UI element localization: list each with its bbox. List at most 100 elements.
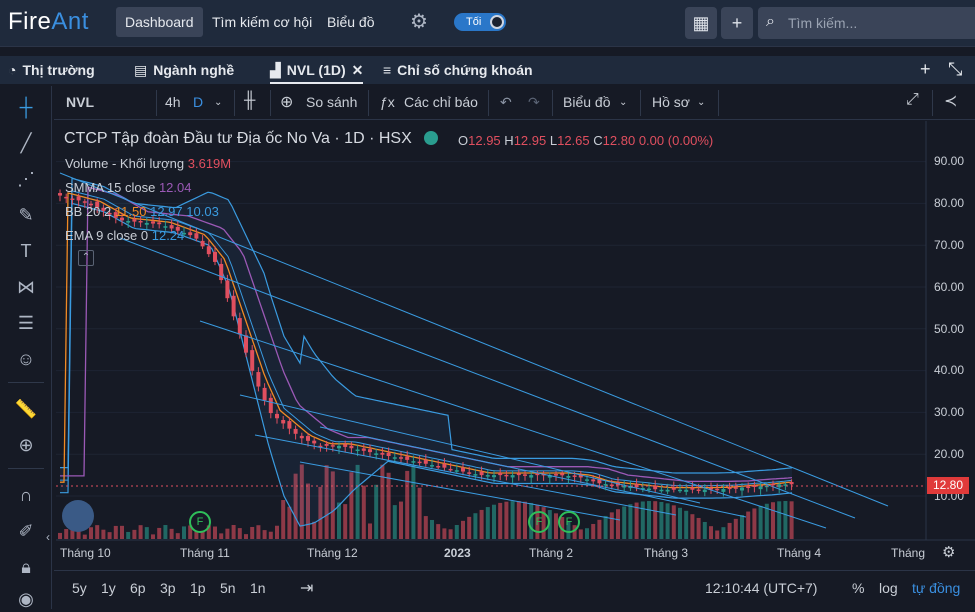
range-5y[interactable]: 5y [72,580,87,596]
tab-market[interactable]: ◔ Thị trường [8,56,95,84]
volume-bar [268,531,273,539]
pencil-lock-icon[interactable]: ✐ [18,521,34,541]
candle-type-icon[interactable]: ╫ [244,92,256,109]
range-1p[interactable]: 1p [190,580,206,596]
range-6p[interactable]: 6p [130,580,146,596]
trend-line-icon[interactable]: ╱ [20,133,32,153]
candle-body [628,486,633,489]
nav-dashboard[interactable]: Dashboard [116,7,203,37]
sidebar-collapse-icon[interactable]: ‹ [46,530,50,544]
share-icon[interactable]: ≺ [944,93,958,110]
volume-bar [349,472,354,539]
gear-icon[interactable]: ⚙ [410,11,428,33]
search-box[interactable]: ⌕ Tìm kiếm... [758,7,975,39]
timeframe-4h[interactable]: 4h [165,94,181,110]
compare-button[interactable]: So sánh [306,94,358,110]
volume-bar [771,502,775,539]
tab-industry[interactable]: ▤ Ngành nghề [134,56,234,84]
candle-body [318,445,323,448]
nav-charts[interactable]: Biểu đồ [327,14,375,30]
fireant-logo[interactable]: FireAnt [8,8,89,35]
candle-body [144,222,149,225]
financial-event-marker[interactable]: F [558,511,580,533]
lock-icon[interactable]: 🔒︎ [21,557,31,577]
add-icon[interactable]: + [721,7,753,39]
grid-layout-icon[interactable]: ▦ [685,7,717,39]
pattern-icon[interactable]: ⋈ [17,277,35,297]
volume-bar [330,471,335,539]
timeframe-d[interactable]: D [193,94,204,110]
volume-bar [758,505,763,539]
volume-bar [721,527,726,539]
fullscreen-icon[interactable]: ⤢ [906,91,919,108]
range-1n[interactable]: 1n [250,580,266,596]
list-icon: ▤ [134,62,148,78]
divider [156,90,157,116]
cloud-logo-icon[interactable] [62,500,94,532]
volume-bar [498,502,503,539]
ema-value: 12.24 [151,228,185,243]
search-icon: ⌕ [766,13,775,30]
candle-body [89,203,93,206]
percent-toggle[interactable]: % [852,580,865,596]
text-icon[interactable]: T [20,241,32,261]
emoji-icon[interactable]: ☺ [16,349,36,369]
range-3p[interactable]: 3p [160,580,176,596]
price-tick: 40.00 [934,363,965,377]
indicators-button[interactable]: Các chỉ báo [404,94,478,110]
tab-nvl[interactable]: ▟ NVL (1D) ✕ [270,56,364,84]
chevron-down-icon[interactable]: ⌄ [214,97,223,108]
financial-event-marker[interactable]: F [528,511,550,533]
redo-icon[interactable]: ↷ [528,94,540,110]
divider [718,90,719,116]
range-1y[interactable]: 1y [101,580,116,596]
candle-body [70,198,75,201]
divider [8,468,44,469]
divider [932,90,933,116]
candle-body [95,201,100,208]
brush-icon[interactable]: ✎ [18,205,34,225]
search-placeholder: Tìm kiếm... [788,15,858,31]
tab-indices[interactable]: ≡ Chỉ số chứng khoán [383,56,533,84]
auto-scale-toggle[interactable]: tự đồng [912,580,961,596]
candle-body [299,435,304,439]
chart-settings-icon[interactable]: ⚙ [942,544,956,561]
profile-button[interactable]: Hồ sơ [652,94,690,110]
theme-toggle[interactable]: Tối [454,13,506,31]
fork-icon[interactable]: ⋰ [17,169,35,189]
volume-bar [752,508,757,539]
volume-bar [355,464,360,539]
plus-circle-icon[interactable]: ⊕ [280,94,294,111]
high-label: H [504,133,514,148]
eye-icon[interactable]: ◉ [18,589,34,609]
volume-bar [343,504,348,539]
magnet-icon[interactable]: ∩ [19,485,33,505]
chevron-down-icon: ⌄ [697,97,706,108]
zoom-in-icon[interactable]: ⊕ [18,435,34,455]
candle-body [374,453,379,455]
chart-type-button[interactable]: Biểu đồ [563,94,611,110]
undo-icon[interactable]: ↶ [500,94,512,110]
candle-body [566,475,571,478]
financial-event-marker[interactable]: F [189,511,211,533]
volume-bar [454,524,459,539]
fib-icon[interactable]: ☰ [17,313,35,333]
collapse-icon[interactable]: ⤡ [948,59,963,79]
date-range-icon[interactable]: ⇥ [300,580,314,597]
fx-icon[interactable]: ƒx [380,94,395,110]
candle-body [188,232,193,236]
clock-readout[interactable]: 12:10:44 (UTC+7) [705,580,818,596]
symbol-field[interactable]: NVL [66,94,94,110]
close-icon[interactable]: ✕ [351,62,364,78]
volume-bar [609,512,614,539]
range-5n[interactable]: 5n [220,580,236,596]
log-toggle[interactable]: log [879,580,898,596]
add-tab-icon[interactable]: + [920,59,931,79]
crosshair-icon[interactable]: ┼ [19,97,33,117]
nav-search-opportunities[interactable]: Tìm kiếm cơ hội [212,14,313,30]
legend-collapse-button[interactable]: ⌃ [78,250,94,266]
volume-bar [659,501,664,539]
divider [640,90,641,116]
ruler-icon[interactable]: 📏 [14,399,38,419]
